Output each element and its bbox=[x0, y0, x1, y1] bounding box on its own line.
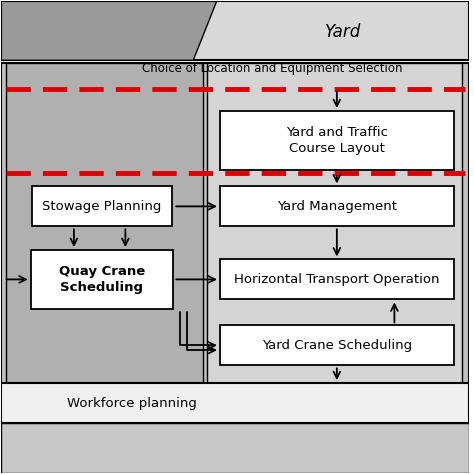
Text: Yard Management: Yard Management bbox=[277, 200, 397, 213]
Bar bbox=[1, 63, 469, 423]
Text: Yard: Yard bbox=[325, 23, 361, 41]
Polygon shape bbox=[1, 1, 217, 60]
Bar bbox=[6, 63, 202, 383]
Text: Quay Crane
Scheduling: Quay Crane Scheduling bbox=[59, 265, 145, 294]
Bar bbox=[220, 259, 454, 300]
Text: Stowage Planning: Stowage Planning bbox=[42, 200, 162, 213]
Bar bbox=[207, 63, 462, 383]
Text: Yard Crane Scheduling: Yard Crane Scheduling bbox=[262, 339, 412, 352]
Bar bbox=[220, 325, 454, 365]
Bar bbox=[1, 1, 469, 60]
Text: Workforce planning: Workforce planning bbox=[67, 397, 197, 410]
Text: Yard and Traffic
Course Layout: Yard and Traffic Course Layout bbox=[286, 126, 388, 155]
Bar bbox=[31, 250, 173, 309]
Bar bbox=[32, 186, 172, 227]
Bar bbox=[220, 186, 454, 227]
Bar bbox=[1, 383, 469, 423]
Bar bbox=[1, 423, 469, 473]
Text: Choice of Location and Equipment Selection: Choice of Location and Equipment Selecti… bbox=[142, 62, 402, 75]
Bar bbox=[220, 111, 454, 170]
Text: Horizontal Transport Operation: Horizontal Transport Operation bbox=[234, 273, 439, 286]
